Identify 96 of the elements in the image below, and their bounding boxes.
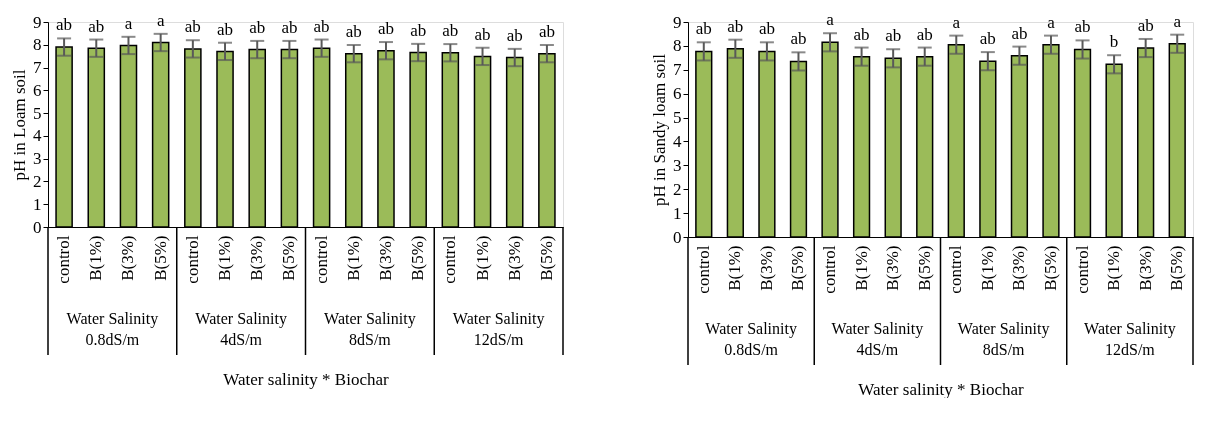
x-tick-label: control <box>820 245 840 294</box>
x-tick-label: control <box>693 245 713 294</box>
y-tick-label: 9 <box>673 12 682 32</box>
x-axis-title: Water salinity * Biochar <box>858 379 1024 399</box>
y-tick-label: 2 <box>673 179 682 199</box>
data-label: ab <box>249 17 266 37</box>
x-tick-label: B(5%) <box>1040 245 1060 291</box>
x-tick-label: B(3%) <box>375 235 395 281</box>
data-label: ab <box>184 17 201 37</box>
y-tick-label: 1 <box>33 194 42 214</box>
y-tick-label: 3 <box>673 155 682 175</box>
x-tick-label: control <box>440 235 460 284</box>
x-tick-label: B(5%) <box>150 235 170 281</box>
y-tick-label: 0 <box>673 227 682 247</box>
y-tick-label: 6 <box>673 84 682 104</box>
x-tick-label: B(3%) <box>883 245 903 291</box>
data-label: a <box>124 13 133 33</box>
x-tick-label: B(3%) <box>504 235 524 281</box>
x-tick-label: B(1%) <box>86 235 106 281</box>
x-tick-label: control <box>54 235 74 284</box>
x-tick-label: B(1%) <box>343 235 363 281</box>
x-tick-label: B(1%) <box>1104 245 1124 291</box>
data-label: ab <box>727 16 744 36</box>
x-tick-label: B(1%) <box>215 235 235 281</box>
x-tick-label: B(5%) <box>914 245 934 291</box>
x-tick-label: B(5%) <box>279 235 299 281</box>
x-tick-label: B(3%) <box>1135 245 1155 291</box>
x-tick-label: control <box>311 235 331 284</box>
text: Water Salinity 4dS/m <box>195 310 287 348</box>
data-label: ab <box>979 29 996 49</box>
x-axis-title: Water salinity * Biochar <box>223 369 389 389</box>
y-tick-label: 2 <box>33 171 42 191</box>
data-label: ab <box>1137 15 1154 35</box>
data-label: a <box>1173 11 1182 31</box>
data-label: ab <box>345 22 362 42</box>
x-tick-label: B(3%) <box>247 235 267 281</box>
data-label: a <box>952 12 961 32</box>
text: Water Salinity 12dS/m <box>452 310 545 348</box>
data-label: ab <box>313 16 330 36</box>
x-tick-label: B(3%) <box>1009 245 1029 291</box>
text: Water Salinity 0.8dS/m <box>705 320 797 358</box>
data-label: ab <box>474 24 491 44</box>
y-tick-label: 1 <box>673 203 682 223</box>
y-tick-label: 8 <box>673 36 682 56</box>
data-label: ab <box>377 19 394 39</box>
data-label: ab <box>885 26 902 46</box>
x-tick-label: B(5%) <box>1167 245 1187 291</box>
y-tick-label: 6 <box>33 80 42 100</box>
text: Water Salinity 4dS/m <box>831 320 924 358</box>
data-label: ab <box>1074 17 1091 37</box>
x-tick-label: B(1%) <box>851 245 871 291</box>
data-label: ab <box>217 19 234 39</box>
y-tick-label: 5 <box>673 108 682 128</box>
data-label: ab <box>442 21 459 41</box>
x-tick-label: control <box>1072 245 1092 294</box>
y-tick-label: 0 <box>33 217 42 237</box>
data-label: ab <box>281 17 298 37</box>
y-axis-title: pH in Sandy loam soil <box>650 53 669 207</box>
y-tick-label: 4 <box>33 126 42 146</box>
y-tick-label: 7 <box>673 60 682 80</box>
data-label: ab <box>88 16 105 36</box>
data-label: a <box>1047 12 1056 32</box>
data-label: a <box>156 10 165 30</box>
x-tick-label: B(5%) <box>536 235 556 281</box>
y-tick-label: 8 <box>33 35 42 55</box>
data-label: ab <box>695 19 712 39</box>
x-tick-label: B(5%) <box>788 245 808 291</box>
text: Water Salinity 8dS/m <box>324 310 416 348</box>
text: Water Salinity 12dS/m <box>1084 320 1176 358</box>
y-tick-label: 7 <box>33 58 42 78</box>
y-tick-label: 9 <box>33 12 42 32</box>
data-label: ab <box>790 29 807 49</box>
data-label: ab <box>1011 23 1028 43</box>
x-tick-label: B(3%) <box>756 245 776 291</box>
y-tick-label: 3 <box>33 149 42 169</box>
data-label: ab <box>853 24 870 44</box>
data-label: ab <box>538 22 555 42</box>
data-label: b <box>1109 32 1119 52</box>
x-tick-label: control <box>946 245 966 294</box>
y-tick-label: 4 <box>673 131 682 151</box>
x-tick-label: B(1%) <box>725 245 745 291</box>
data-label: ab <box>506 25 523 45</box>
x-tick-label: B(3%) <box>118 235 138 281</box>
x-tick-label: B(1%) <box>977 245 997 291</box>
text: Water Salinity 0.8dS/m <box>66 310 159 348</box>
x-tick-label: B(1%) <box>472 235 492 281</box>
x-tick-label: B(5%) <box>408 235 428 281</box>
data-label: ab <box>410 20 427 40</box>
data-label: ab <box>758 19 775 39</box>
data-label: a <box>826 10 835 30</box>
data-label: ab <box>56 15 73 35</box>
data-label: ab <box>916 24 933 44</box>
text: Water Salinity 8dS/m <box>957 320 1050 358</box>
x-tick-label: control <box>182 235 202 284</box>
y-axis-title: pH in Loam soil <box>10 69 29 181</box>
y-tick-label: 5 <box>33 103 42 123</box>
